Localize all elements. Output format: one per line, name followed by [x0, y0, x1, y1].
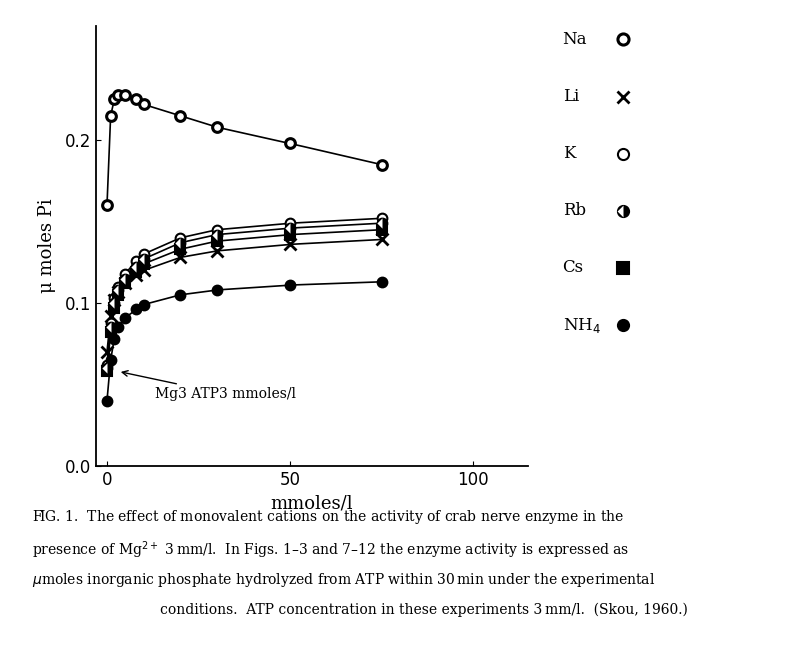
X-axis label: mmoles/l: mmoles/l [270, 494, 354, 512]
Text: conditions.  ATP concentration in these experiments 3 mm/l.  (Skou, 1960.): conditions. ATP concentration in these e… [160, 603, 688, 617]
Text: Na: Na [562, 31, 587, 48]
Text: F$\!$IG. 1.  The effect of monovalent cations on the activity of crab nerve enzy: F$\!$IG. 1. The effect of monovalent cat… [32, 508, 624, 526]
Text: K: K [562, 145, 575, 162]
Y-axis label: μ moles Pi: μ moles Pi [38, 199, 57, 293]
Text: Mg3 ATP3 mmoles/l: Mg3 ATP3 mmoles/l [122, 371, 295, 401]
Text: Rb: Rb [562, 202, 586, 219]
Text: NH$_4$: NH$_4$ [562, 316, 601, 335]
Text: Li: Li [562, 88, 579, 105]
Text: Cs: Cs [562, 260, 584, 276]
Text: presence of Mg$^{2+}$ 3 mm/l.  In Figs. 1–3 and 7–12 the enzyme activity is expr: presence of Mg$^{2+}$ 3 mm/l. In Figs. 1… [32, 540, 630, 562]
Text: $\mu$moles inorganic phosphate hydrolyzed from ATP within 30 min under the exper: $\mu$moles inorganic phosphate hydrolyze… [32, 571, 655, 589]
